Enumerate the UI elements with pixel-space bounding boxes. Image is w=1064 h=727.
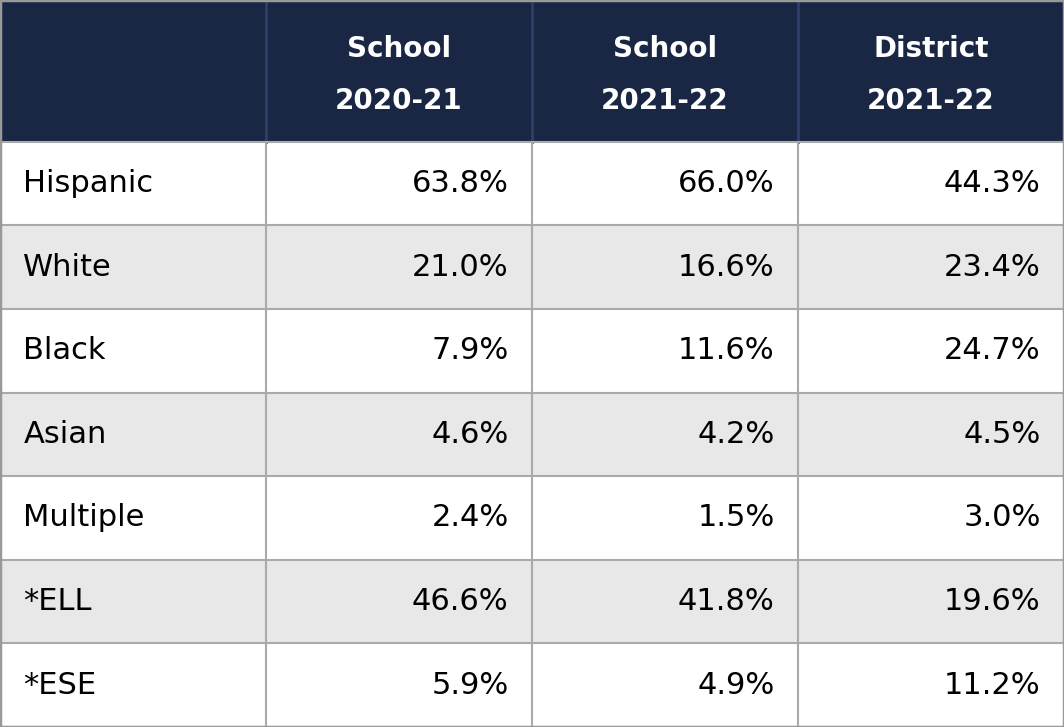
Bar xyxy=(0,643,1064,727)
Text: 5.9%: 5.9% xyxy=(431,671,509,699)
Text: 23.4%: 23.4% xyxy=(944,253,1041,281)
Text: 4.6%: 4.6% xyxy=(431,420,509,449)
Text: School: School xyxy=(347,35,451,63)
Text: White: White xyxy=(23,253,112,281)
Bar xyxy=(0,476,1064,560)
Text: 7.9%: 7.9% xyxy=(431,337,509,365)
Text: 1.5%: 1.5% xyxy=(697,504,775,532)
Text: 3.0%: 3.0% xyxy=(963,504,1041,532)
Text: 2020-21: 2020-21 xyxy=(335,87,463,116)
Bar xyxy=(0,560,1064,643)
Text: 63.8%: 63.8% xyxy=(412,169,509,198)
Text: 2021-22: 2021-22 xyxy=(601,87,729,116)
Text: Asian: Asian xyxy=(23,420,106,449)
Text: 21.0%: 21.0% xyxy=(412,253,509,281)
Text: 11.6%: 11.6% xyxy=(678,337,775,365)
Text: Black: Black xyxy=(23,337,106,365)
Text: 44.3%: 44.3% xyxy=(944,169,1041,198)
Bar xyxy=(0,142,1064,225)
Text: 4.9%: 4.9% xyxy=(697,671,775,699)
Text: School: School xyxy=(613,35,717,63)
Text: *ESE: *ESE xyxy=(23,671,97,699)
Text: *ELL: *ELL xyxy=(23,587,92,616)
Bar xyxy=(0,0,1064,142)
Bar xyxy=(0,309,1064,393)
Text: 16.6%: 16.6% xyxy=(678,253,775,281)
Text: Multiple: Multiple xyxy=(23,504,145,532)
Text: 11.2%: 11.2% xyxy=(944,671,1041,699)
Text: 66.0%: 66.0% xyxy=(678,169,775,198)
Text: 24.7%: 24.7% xyxy=(944,337,1041,365)
Text: 4.2%: 4.2% xyxy=(697,420,775,449)
Text: 2021-22: 2021-22 xyxy=(867,87,995,116)
Text: 4.5%: 4.5% xyxy=(963,420,1041,449)
Text: 19.6%: 19.6% xyxy=(944,587,1041,616)
Bar xyxy=(0,225,1064,309)
Text: 41.8%: 41.8% xyxy=(678,587,775,616)
Text: District: District xyxy=(874,35,988,63)
Text: 46.6%: 46.6% xyxy=(412,587,509,616)
Bar xyxy=(0,393,1064,476)
Text: Hispanic: Hispanic xyxy=(23,169,153,198)
Text: 2.4%: 2.4% xyxy=(431,504,509,532)
